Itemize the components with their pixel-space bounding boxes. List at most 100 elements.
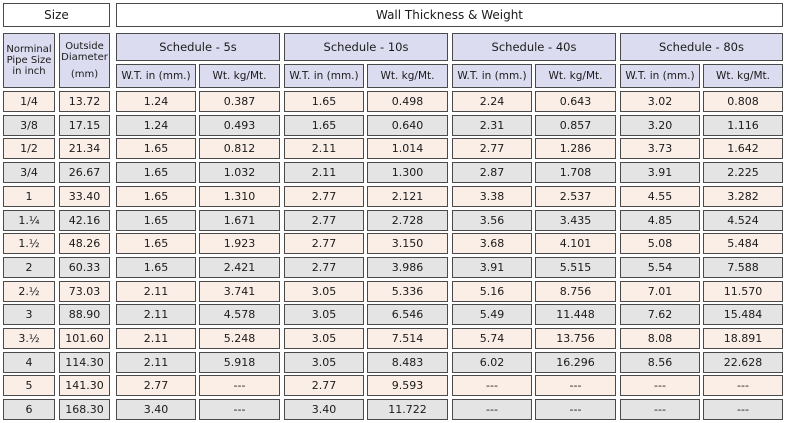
cell-s10-kg: 3.150 (367, 233, 448, 254)
cell-s40-wt: 2.77 (452, 138, 532, 159)
cell-s5-wt: 3.40 (116, 399, 196, 420)
cell-s40-kg: 11.448 (535, 304, 616, 325)
table-row: 1.½ 48.26 1.65 1.923 2.77 3.150 3.68 4.101 5.08 5… (0, 233, 785, 254)
cell-s10-kg: 1.300 (367, 162, 448, 183)
cell-od: 60.33 (59, 257, 110, 278)
cell-s10-kg: 2.728 (367, 210, 448, 231)
cell-nps: 4 (3, 352, 55, 373)
cell-s5-kg: 0.812 (199, 138, 280, 159)
cell-s10-wt: 2.11 (284, 162, 364, 183)
cell-s40-wt: 5.74 (452, 328, 532, 349)
cell-s5-wt: 1.65 (116, 233, 196, 254)
cell-s80-wt: 4.85 (620, 210, 700, 231)
schedule-80s-header: Schedule - 80s (620, 33, 783, 61)
cell-nps: 2 (3, 257, 55, 278)
cell-s5-wt: 2.11 (116, 328, 196, 349)
cell-s80-wt: --- (620, 399, 700, 420)
table-row: 1/2 21.34 1.65 0.812 2.11 1.014 2.77 1.286 3.73 1… (0, 138, 785, 159)
nominal-pipe-size-header: Norminal Pipe Size in inch (3, 33, 55, 88)
s80-wt-header: W.T. in (mm.) (620, 64, 700, 88)
cell-s5-kg: 4.578 (199, 304, 280, 325)
cell-s80-kg: --- (703, 399, 783, 420)
s10-kg-header: Wt. kg/Mt. (367, 64, 448, 88)
cell-s10-wt: 3.40 (284, 399, 364, 420)
cell-s40-wt: 3.91 (452, 257, 532, 278)
cell-od: 114.30 (59, 352, 110, 373)
cell-s40-kg: --- (535, 375, 616, 396)
cell-s5-kg: 5.248 (199, 328, 280, 349)
cell-s40-wt: --- (452, 399, 532, 420)
table-row: 3.½ 101.60 2.11 5.248 3.05 7.514 5.74 13.756 8.0… (0, 328, 785, 349)
s5-kg-header: Wt. kg/Mt. (199, 64, 280, 88)
cell-s5-kg: --- (199, 399, 280, 420)
cell-s80-kg: 1.642 (703, 138, 783, 159)
table-row: 3/4 26.67 1.65 1.032 2.11 1.300 2.87 1.708 3.91 2… (0, 162, 785, 183)
cell-s10-wt: 2.77 (284, 233, 364, 254)
cell-s10-wt: 2.77 (284, 375, 364, 396)
cell-s80-wt: 7.62 (620, 304, 700, 325)
cell-od: 26.67 (59, 162, 110, 183)
cell-nps: 3/4 (3, 162, 55, 183)
cell-nps: 5 (3, 375, 55, 396)
schedule-40s-header: Schedule - 40s (452, 33, 616, 61)
outside-diameter-unit: (mm) (70, 69, 99, 80)
cell-s80-kg: 4.524 (703, 210, 783, 231)
cell-s80-kg: 3.282 (703, 186, 783, 207)
cell-nps: 3/8 (3, 115, 55, 136)
cell-s80-kg: 1.116 (703, 115, 783, 136)
cell-s40-kg: 8.756 (535, 281, 616, 302)
cell-s40-wt: 6.02 (452, 352, 532, 373)
cell-s40-kg: 16.296 (535, 352, 616, 373)
cell-s5-wt: 1.65 (116, 186, 196, 207)
size-header: Size (3, 3, 110, 27)
cell-s80-wt: 7.01 (620, 281, 700, 302)
cell-od: 33.40 (59, 186, 110, 207)
cell-s40-kg: 0.857 (535, 115, 616, 136)
cell-od: 42.16 (59, 210, 110, 231)
cell-nps: 3 (3, 304, 55, 325)
cell-s5-kg: --- (199, 375, 280, 396)
cell-s10-kg: 1.014 (367, 138, 448, 159)
cell-nps: 6 (3, 399, 55, 420)
cell-s10-wt: 3.05 (284, 304, 364, 325)
cell-s5-wt: 2.11 (116, 304, 196, 325)
cell-s40-kg: 2.537 (535, 186, 616, 207)
schedule-10s-header: Schedule - 10s (284, 33, 448, 61)
cell-s5-kg: 2.421 (199, 257, 280, 278)
s40-wt-header: W.T. in (mm.) (452, 64, 532, 88)
cell-s5-wt: 1.65 (116, 162, 196, 183)
cell-nps: 1/2 (3, 138, 55, 159)
table-row: 3 88.90 2.11 4.578 3.05 6.546 5.49 11.448 7.62 15… (0, 304, 785, 325)
outside-diameter-label: Outside Diameter (61, 41, 108, 63)
cell-s40-kg: 1.286 (535, 138, 616, 159)
cell-s40-wt: --- (452, 375, 532, 396)
table-row: 1/4 13.72 1.24 0.387 1.65 0.498 2.24 0.643 3.02 0… (0, 91, 785, 112)
cell-s10-wt: 2.11 (284, 138, 364, 159)
cell-s40-kg: --- (535, 399, 616, 420)
table-row: 3/8 17.15 1.24 0.493 1.65 0.640 2.31 0.857 3.20 1… (0, 115, 785, 136)
s10-wt-header: W.T. in (mm.) (284, 64, 364, 88)
cell-od: 73.03 (59, 281, 110, 302)
cell-s80-kg: 2.225 (703, 162, 783, 183)
cell-s5-wt: 1.65 (116, 257, 196, 278)
cell-s80-kg: 7.588 (703, 257, 783, 278)
cell-s40-kg: 0.643 (535, 91, 616, 112)
s80-kg-header: Wt. kg/Mt. (703, 64, 783, 88)
cell-s5-wt: 1.24 (116, 115, 196, 136)
cell-s5-wt: 2.11 (116, 281, 196, 302)
cell-od: 17.15 (59, 115, 110, 136)
wall-thickness-header: Wall Thickness & Weight (116, 3, 783, 27)
cell-s40-wt: 3.56 (452, 210, 532, 231)
cell-s5-wt: 1.65 (116, 138, 196, 159)
cell-s10-wt: 3.05 (284, 281, 364, 302)
cell-od: 13.72 (59, 91, 110, 112)
cell-s5-wt: 1.24 (116, 91, 196, 112)
cell-s5-kg: 1.310 (199, 186, 280, 207)
cell-s40-kg: 13.756 (535, 328, 616, 349)
cell-s40-wt: 3.68 (452, 233, 532, 254)
cell-od: 48.26 (59, 233, 110, 254)
cell-s5-wt: 1.65 (116, 210, 196, 231)
cell-s5-wt: 2.11 (116, 352, 196, 373)
cell-s80-kg: 5.484 (703, 233, 783, 254)
table-row: 2.½ 73.03 2.11 3.741 3.05 5.336 5.16 8.756 7.01 1… (0, 281, 785, 302)
